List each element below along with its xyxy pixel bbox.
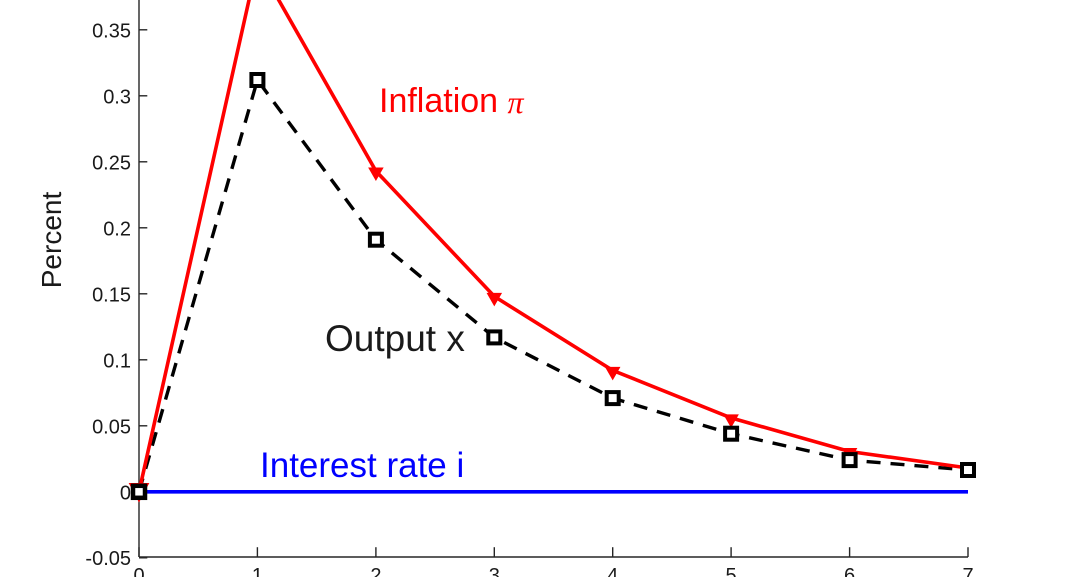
svg-text:0.15: 0.15 bbox=[92, 285, 131, 307]
svg-text:-0.05: -0.05 bbox=[85, 548, 131, 570]
svg-text:0: 0 bbox=[133, 565, 144, 577]
svg-text:0.25: 0.25 bbox=[92, 153, 131, 175]
svg-text:0.05: 0.05 bbox=[92, 417, 131, 439]
svg-text:0.1: 0.1 bbox=[103, 351, 131, 373]
svg-text:4: 4 bbox=[607, 565, 618, 577]
svg-text:1: 1 bbox=[252, 565, 263, 577]
svg-text:0.3: 0.3 bbox=[103, 87, 131, 109]
svg-text:0.35: 0.35 bbox=[92, 21, 131, 43]
svg-text:3: 3 bbox=[489, 565, 500, 577]
svg-text:Interest rate i: Interest rate i bbox=[260, 446, 464, 485]
svg-text:5: 5 bbox=[726, 565, 737, 577]
svg-text:0: 0 bbox=[120, 483, 131, 505]
svg-text:0.2: 0.2 bbox=[103, 219, 131, 241]
svg-text:Output x: Output x bbox=[325, 318, 465, 359]
svg-text:7: 7 bbox=[962, 565, 973, 577]
svg-text:Inflation π: Inflation π bbox=[379, 82, 525, 120]
svg-text:6: 6 bbox=[844, 565, 855, 577]
svg-text:Percent: Percent bbox=[36, 192, 67, 289]
svg-text:2: 2 bbox=[370, 565, 381, 577]
